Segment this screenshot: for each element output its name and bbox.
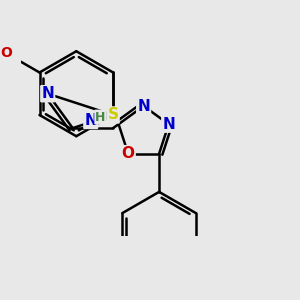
Text: O: O — [1, 46, 12, 60]
Text: N: N — [162, 117, 175, 132]
Text: H: H — [95, 111, 106, 124]
Text: N: N — [137, 98, 150, 113]
Text: N: N — [84, 113, 97, 128]
Text: O: O — [122, 146, 135, 161]
Text: N: N — [41, 86, 54, 101]
Text: S: S — [108, 107, 118, 122]
